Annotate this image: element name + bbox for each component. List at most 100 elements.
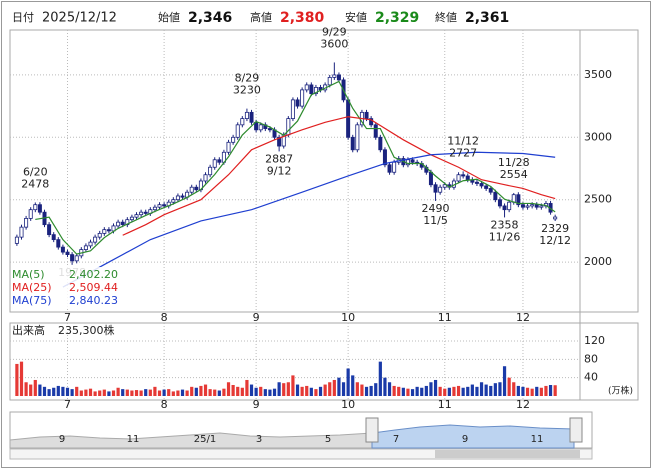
volume-bar bbox=[121, 389, 125, 396]
annotation: 11/26 bbox=[489, 230, 521, 243]
y-tick-label: 2500 bbox=[584, 193, 612, 206]
volume-bar bbox=[392, 385, 396, 396]
volume-bar bbox=[98, 390, 102, 396]
candle-body bbox=[217, 159, 222, 163]
annotation: 3230 bbox=[233, 84, 261, 97]
candle-body bbox=[461, 174, 466, 177]
volume-bar bbox=[84, 389, 88, 396]
candle-body bbox=[373, 124, 378, 138]
candle-body bbox=[28, 209, 33, 219]
navigator-label: 11 bbox=[127, 434, 140, 445]
candle-body bbox=[51, 234, 56, 241]
candle-body bbox=[382, 149, 387, 166]
candle-body bbox=[88, 241, 93, 247]
volume-bar bbox=[512, 382, 516, 396]
candle-body bbox=[428, 171, 433, 186]
candle-body bbox=[493, 191, 498, 201]
volume-bar bbox=[162, 389, 166, 396]
volume-bar bbox=[415, 386, 419, 396]
candle-body bbox=[203, 174, 208, 182]
candle-body bbox=[465, 175, 470, 181]
field-label: 終値 bbox=[435, 10, 457, 24]
volume-bar bbox=[249, 384, 254, 396]
volume-bar bbox=[111, 390, 116, 396]
volume-bar bbox=[525, 387, 530, 396]
volume-bar bbox=[355, 382, 359, 396]
volume-bar bbox=[282, 383, 286, 396]
volume-bar bbox=[231, 385, 235, 396]
navigator-label: 5 bbox=[325, 434, 331, 445]
volume-bar bbox=[236, 386, 240, 396]
annotation: 6/20 bbox=[23, 165, 48, 178]
volume-bar bbox=[498, 382, 502, 396]
candle-body bbox=[456, 174, 461, 182]
volume-bar bbox=[222, 388, 226, 396]
candle-body bbox=[97, 232, 102, 238]
x-tick-label: 10 bbox=[341, 311, 355, 324]
volume-bar bbox=[328, 382, 332, 396]
candle-body bbox=[74, 255, 79, 262]
candle-body bbox=[134, 214, 139, 218]
candle-body bbox=[60, 246, 65, 253]
volume-bar bbox=[475, 386, 479, 396]
candle-body bbox=[474, 181, 479, 184]
y-tick-label: 120 bbox=[584, 334, 605, 347]
navigator-label: 3 bbox=[256, 434, 262, 445]
candle-body bbox=[139, 211, 144, 216]
volume-bar bbox=[383, 377, 387, 396]
annotation: 11/28 bbox=[498, 156, 530, 169]
field-value: 2,346 bbox=[188, 10, 232, 26]
candle-body bbox=[208, 166, 213, 176]
candle-body bbox=[37, 204, 42, 213]
volume-bar bbox=[144, 389, 148, 396]
volume-bar bbox=[521, 386, 525, 396]
volume-bar bbox=[139, 390, 143, 396]
volume-bar bbox=[79, 390, 83, 396]
volume-bar bbox=[314, 389, 318, 396]
volume-bar bbox=[125, 389, 129, 396]
range-handle[interactable] bbox=[569, 417, 583, 443]
volume-bar bbox=[199, 385, 203, 396]
x-tick-label: 8 bbox=[161, 311, 168, 324]
volume-bar bbox=[332, 379, 336, 396]
volume-bar bbox=[323, 384, 327, 396]
volume-bar bbox=[387, 382, 392, 396]
annotation: 2329 bbox=[541, 222, 569, 235]
candle-body bbox=[355, 124, 360, 151]
scrollbar[interactable] bbox=[9, 448, 593, 460]
candle-body bbox=[387, 164, 392, 173]
volume-bar bbox=[15, 363, 19, 396]
candle-body bbox=[516, 194, 521, 206]
field-label: 安値 bbox=[345, 10, 367, 24]
volume-title: 出来高 bbox=[12, 323, 45, 337]
volume-bar bbox=[65, 387, 70, 396]
volume-bar bbox=[24, 382, 28, 396]
volume-bar bbox=[420, 387, 424, 396]
annotation: 2478 bbox=[21, 177, 49, 190]
range-handle[interactable] bbox=[365, 417, 379, 443]
candle-body bbox=[539, 205, 544, 208]
volume-bar bbox=[75, 386, 79, 396]
candle-body bbox=[378, 136, 383, 151]
volume-bar bbox=[493, 383, 497, 396]
volume-bar bbox=[544, 385, 548, 396]
candle-body bbox=[244, 111, 249, 119]
volume-bar bbox=[167, 389, 171, 396]
legend-box bbox=[11, 267, 121, 309]
volume-bar bbox=[185, 390, 189, 396]
candle-body bbox=[19, 226, 24, 238]
candle-body bbox=[24, 218, 29, 228]
volume-bar bbox=[116, 387, 120, 396]
candle-body bbox=[189, 186, 194, 193]
scroll-thumb[interactable] bbox=[435, 450, 580, 458]
volume-bar bbox=[470, 384, 474, 396]
annotation: 11/5 bbox=[423, 214, 448, 227]
ma-line bbox=[62, 151, 556, 288]
legend-label: MA(75) bbox=[12, 294, 52, 307]
annotation: 12/12 bbox=[539, 234, 571, 247]
volume-bar bbox=[33, 379, 37, 396]
volume-bar bbox=[291, 375, 295, 396]
x-tick-label: 12 bbox=[516, 311, 530, 324]
volume-bar bbox=[295, 384, 300, 396]
